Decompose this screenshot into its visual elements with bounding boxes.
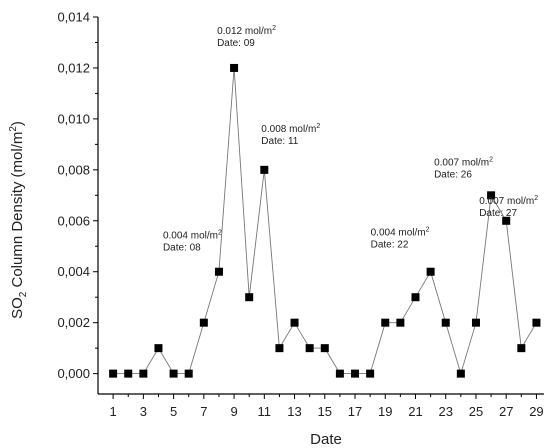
data-point (154, 344, 163, 353)
annotation-value: 0.004 mol/m2 (163, 230, 222, 242)
data-point (487, 191, 496, 200)
data-point (532, 318, 541, 327)
data-point (230, 63, 239, 72)
y-tick-label: 0,000 (57, 366, 90, 381)
data-point (124, 369, 133, 378)
data-point (199, 318, 208, 327)
data-point (275, 344, 284, 353)
series-line (113, 67, 537, 376)
y-axis-title-end: ) (9, 121, 26, 126)
annotation-date: Date: 09 (217, 38, 255, 49)
y-tick-label: 0,012 (57, 60, 90, 75)
axes: 0,000 0,002 0,004 0,006 0,008 0,010 0,012 0,014… (57, 10, 544, 419)
data-point (441, 318, 450, 327)
x-tick-label: 7 (200, 404, 207, 419)
annotation-date: Date: 11 (261, 136, 298, 147)
annotation-value-text: 0.007 mol/m (434, 157, 489, 168)
annotation-value: 0.007 mol/m2 (479, 195, 538, 207)
x-tick-label: 13 (287, 404, 301, 419)
annotation-value-sup: 2 (316, 123, 320, 130)
x-tick-label: 11 (258, 404, 272, 419)
data-point (396, 318, 405, 327)
annotation-value: 0.008 mol/m2 (261, 123, 320, 135)
y-axis-title-sup: 2 (8, 126, 19, 132)
annotation-date: Date: 22 (371, 240, 409, 251)
data-point (214, 267, 223, 276)
data-point (320, 344, 329, 353)
data-point (366, 369, 375, 378)
annotation-value-sup: 2 (426, 227, 430, 234)
data-point (335, 369, 344, 378)
data-point (517, 344, 526, 353)
y-axis-title-suffix: Column Density (mol/m (9, 132, 26, 292)
x-tick-label: 21 (408, 404, 422, 419)
y-tick-label: 0,002 (57, 315, 90, 330)
x-tick-label: 29 (529, 404, 543, 419)
y-axis-title-sub: 2 (18, 291, 29, 297)
data-point (260, 165, 269, 174)
plot-area (109, 63, 541, 378)
annotation-value-text: 0.008 mol/m (261, 124, 316, 135)
annotation-value: 0.007 mol/m2 (434, 156, 493, 168)
x-tick-label: 5 (170, 404, 177, 419)
x-tick-label: 23 (438, 404, 452, 419)
data-point (471, 318, 480, 327)
annotation-value: 0.004 mol/m2 (371, 227, 430, 239)
x-tick-label: 1 (110, 404, 117, 419)
y-axis-title-prefix: SO (9, 297, 26, 319)
y-tick-label: 0,008 (57, 162, 90, 177)
annotation-value-text: 0.007 mol/m (479, 196, 534, 207)
annotation-value-sup: 2 (489, 156, 493, 163)
data-point (305, 344, 314, 353)
x-tick-label: 17 (348, 404, 362, 419)
data-point (139, 369, 148, 378)
y-tick-label: 0,010 (57, 111, 90, 126)
annotation-value-text: 0.012 mol/m (217, 26, 272, 37)
x-tick-label: 15 (318, 404, 332, 419)
y-axis-title: SO2 Column Density (mol/m2) (8, 121, 29, 319)
annotation-value-text: 0.004 mol/m (371, 228, 426, 239)
y-tick-label: 0,006 (57, 213, 90, 228)
annotation-value-sup: 2 (218, 230, 222, 237)
annotation-date: Date: 27 (479, 208, 517, 219)
data-point (351, 369, 360, 378)
x-tick-label: 3 (140, 404, 147, 419)
data-point (381, 318, 390, 327)
data-point (109, 369, 118, 378)
data-point (426, 267, 435, 276)
x-axis-title: Date (310, 431, 342, 448)
annotation-value-text: 0.004 mol/m (163, 231, 218, 242)
annotation-value-sup: 2 (534, 195, 538, 202)
data-point (184, 369, 193, 378)
annotation-date: Date: 26 (434, 169, 472, 180)
x-tick-label: 9 (230, 404, 237, 419)
y-tick-label: 0,014 (57, 10, 90, 25)
data-point (290, 318, 299, 327)
y-tick-label: 0,004 (57, 264, 90, 279)
annotation-value-sup: 2 (272, 25, 276, 32)
x-tick-label: 19 (378, 404, 392, 419)
data-point (456, 369, 465, 378)
annotation-date: Date: 08 (163, 243, 201, 254)
x-tick-label: 27 (499, 404, 513, 419)
data-point (245, 293, 254, 302)
data-point (502, 216, 511, 225)
data-point (411, 293, 420, 302)
data-point (169, 369, 178, 378)
annotation-value: 0.012 mol/m2 (217, 25, 276, 37)
x-tick-label: 25 (469, 404, 483, 419)
